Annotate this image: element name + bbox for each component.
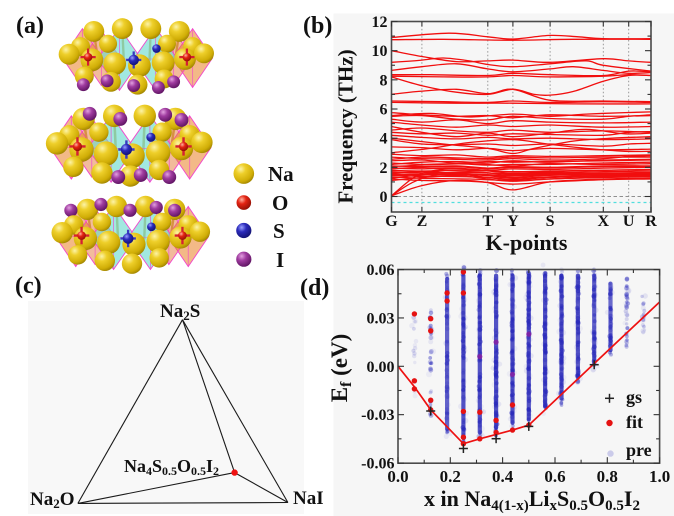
svg-text:Na2S: Na2S [160,301,200,323]
svg-text:2: 2 [380,160,388,177]
svg-text:O: O [272,191,288,215]
svg-text:0.0: 0.0 [387,467,408,486]
svg-text:NaI: NaI [293,488,324,509]
svg-text:T: T [482,213,493,230]
svg-text:1.0: 1.0 [649,467,670,486]
svg-text:4: 4 [380,131,388,148]
svg-text:gs: gs [626,387,642,407]
svg-text:U: U [623,213,635,230]
svg-text:I: I [276,248,284,272]
svg-text:0.03: 0.03 [367,310,395,327]
svg-text:10: 10 [372,43,388,60]
svg-text:12: 12 [372,14,388,31]
svg-text:0.2: 0.2 [440,467,461,486]
svg-text:S: S [273,219,285,243]
svg-text:fit: fit [626,412,643,432]
svg-text:x in Na4(1-x)LixS0.5O0.5I2: x in Na4(1-x)LixS0.5O0.5I2 [424,486,640,514]
svg-text:pre: pre [626,440,652,460]
svg-text:G: G [385,213,398,230]
svg-text:Na2O: Na2O [30,489,75,511]
svg-text:(c): (c) [15,273,42,299]
svg-text:8: 8 [380,72,388,89]
svg-text:(d): (d) [300,275,329,301]
svg-text:Z: Z [417,213,428,230]
svg-text:-0.06: -0.06 [361,456,394,473]
svg-text:0.4: 0.4 [492,467,514,486]
svg-text:0.8: 0.8 [597,467,618,486]
svg-text:R: R [645,213,657,230]
svg-text:0.00: 0.00 [367,359,395,376]
svg-text:-0.03: -0.03 [361,407,394,424]
svg-text:0: 0 [380,189,388,206]
svg-text:Ef (eV): Ef (eV) [327,334,355,403]
svg-text:Frequency (THz): Frequency (THz) [334,49,358,203]
svg-text:(b): (b) [303,13,332,39]
svg-text:(a): (a) [16,13,44,39]
svg-text:Y: Y [507,213,519,230]
svg-text:0.06: 0.06 [367,262,395,279]
svg-text:S: S [546,213,555,230]
svg-text:Na: Na [268,162,294,186]
svg-text:0.6: 0.6 [544,467,565,486]
svg-text:X: X [598,213,610,230]
svg-text:K-points: K-points [486,230,568,255]
svg-text:6: 6 [380,102,388,119]
